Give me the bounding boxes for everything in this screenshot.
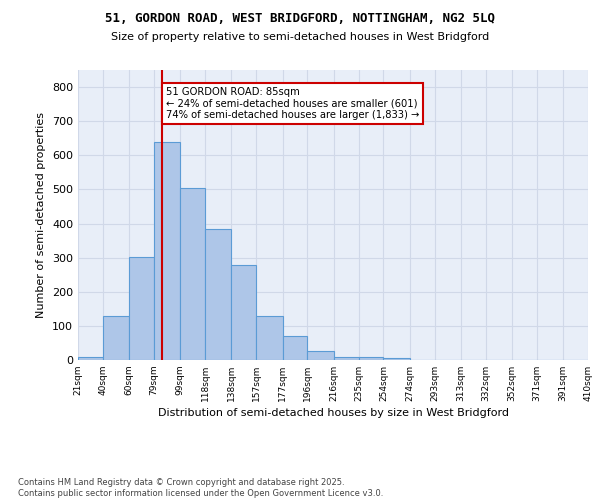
- Text: Size of property relative to semi-detached houses in West Bridgford: Size of property relative to semi-detach…: [111, 32, 489, 42]
- Y-axis label: Number of semi-detached properties: Number of semi-detached properties: [37, 112, 46, 318]
- Bar: [129, 257, 154, 360]
- Bar: [307, 351, 334, 360]
- X-axis label: Distribution of semi-detached houses by size in West Bridgford: Distribution of semi-detached houses by …: [157, 408, 509, 418]
- Bar: [180, 188, 205, 360]
- Bar: [78, 358, 103, 360]
- Bar: [334, 356, 359, 360]
- Bar: [103, 316, 129, 360]
- Text: 51, GORDON ROAD, WEST BRIDGFORD, NOTTINGHAM, NG2 5LQ: 51, GORDON ROAD, WEST BRIDGFORD, NOTTING…: [105, 12, 495, 26]
- Bar: [283, 336, 307, 360]
- Bar: [383, 358, 410, 360]
- Bar: [154, 142, 180, 360]
- Text: Contains HM Land Registry data © Crown copyright and database right 2025.
Contai: Contains HM Land Registry data © Crown c…: [18, 478, 383, 498]
- Bar: [256, 316, 283, 360]
- Bar: [232, 265, 256, 360]
- Bar: [359, 358, 383, 360]
- Text: 51 GORDON ROAD: 85sqm
← 24% of semi-detached houses are smaller (601)
74% of sem: 51 GORDON ROAD: 85sqm ← 24% of semi-deta…: [166, 87, 419, 120]
- Bar: [205, 228, 232, 360]
